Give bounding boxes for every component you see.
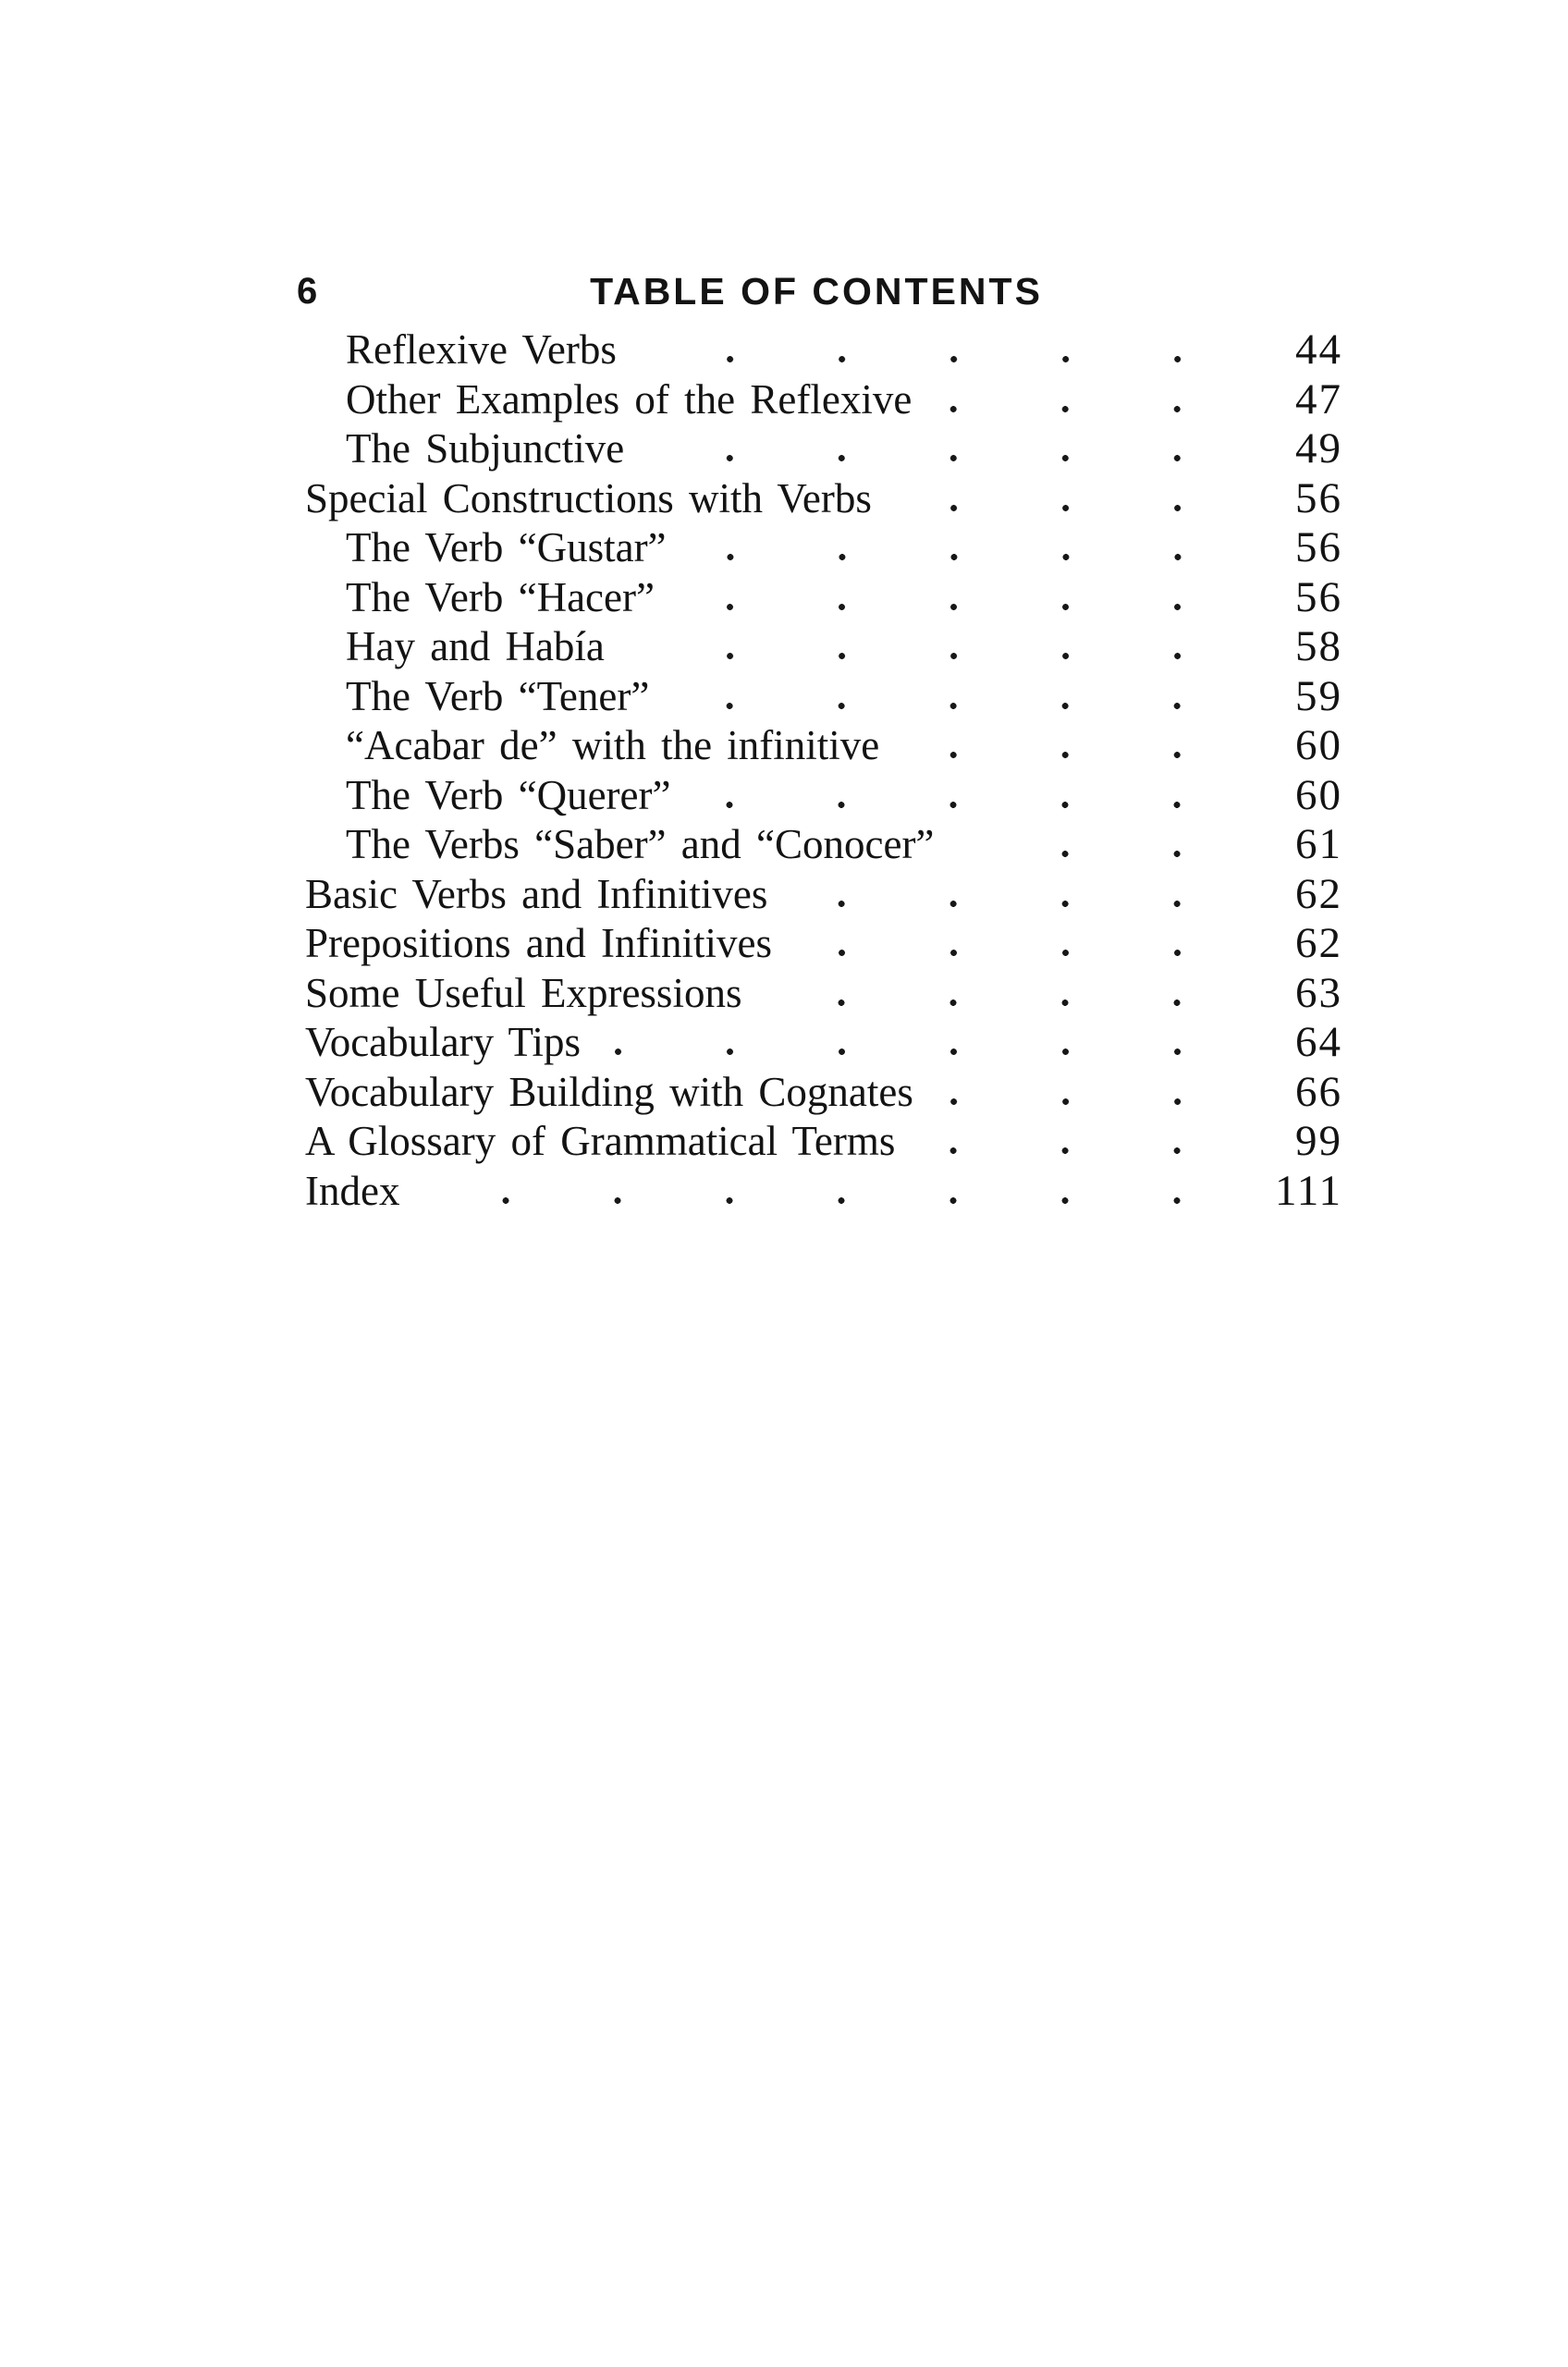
toc-row: A Glossary of Grammatical Terms 99 bbox=[305, 1117, 1342, 1167]
toc-entry-page: 111 bbox=[1274, 1166, 1342, 1215]
toc-row: Prepositions and Infinitives 62 bbox=[305, 919, 1342, 969]
dot-leader bbox=[631, 652, 1233, 660]
toc-entry-title: The Verb “Hacer” bbox=[346, 573, 655, 620]
toc-entry-page: 47 bbox=[1295, 374, 1342, 423]
toc-entry-page: 63 bbox=[1295, 968, 1342, 1017]
toc-entry-title: Hay and Había bbox=[346, 623, 605, 669]
dot-leader bbox=[899, 503, 1233, 512]
dot-leader bbox=[698, 800, 1233, 809]
toc-row: The Verbs “Saber” and “Conocer” 61 bbox=[305, 820, 1342, 870]
dot-leader bbox=[940, 1097, 1233, 1106]
toc-entry-title: Prepositions and Infinitives bbox=[305, 920, 772, 966]
dot-leader bbox=[907, 751, 1233, 759]
toc-entry-title: Some Useful Expressions bbox=[305, 969, 742, 1016]
dot-leader bbox=[643, 355, 1233, 363]
toc-entry-title: Vocabulary Tips bbox=[305, 1019, 581, 1065]
toc-entry-page: 60 bbox=[1295, 770, 1342, 819]
dot-leader bbox=[427, 1196, 1233, 1205]
table-of-contents: Reflexive Verbs 44 Other Examples of the… bbox=[305, 325, 1342, 1216]
toc-row: The Verb “Tener” 59 bbox=[305, 672, 1342, 722]
toc-entry-page: 62 bbox=[1295, 919, 1342, 967]
toc-row: Vocabulary Building with Cognates 66 bbox=[305, 1068, 1342, 1118]
toc-entry-page: 56 bbox=[1295, 572, 1342, 621]
toc-entry-title: The Verb “Tener” bbox=[346, 672, 650, 719]
dot-leader bbox=[693, 553, 1233, 561]
toc-row: “Acabar de” with the infinitive 60 bbox=[305, 721, 1342, 771]
toc-entry-page: 99 bbox=[1295, 1117, 1342, 1165]
toc-entry-page: 58 bbox=[1295, 622, 1342, 670]
toc-row: Hay and Había 58 bbox=[305, 622, 1342, 672]
toc-row: Basic Verbs and Infinitives 62 bbox=[305, 870, 1342, 920]
toc-row: The Verb “Hacer” 56 bbox=[305, 573, 1342, 623]
toc-entry-page: 56 bbox=[1295, 473, 1342, 522]
toc-row: Index 111 bbox=[305, 1167, 1342, 1217]
toc-entry-title: Other Examples of the Reflexive bbox=[346, 375, 913, 423]
dot-leader bbox=[962, 850, 1233, 858]
toc-entry-title: Basic Verbs and Infinitives bbox=[305, 870, 768, 917]
dot-leader bbox=[799, 949, 1233, 957]
toc-entry-page: 60 bbox=[1295, 721, 1342, 769]
toc-row: The Verb “Querer” 60 bbox=[305, 771, 1342, 821]
page-header: 6 TABLE OF CONTENTS bbox=[0, 271, 1568, 317]
toc-row: Vocabulary Tips 64 bbox=[305, 1018, 1342, 1068]
toc-entry-title: Vocabulary Building with Cognates bbox=[305, 1068, 913, 1115]
dot-leader bbox=[939, 404, 1233, 413]
toc-entry-page: 59 bbox=[1295, 671, 1342, 720]
toc-row: The Verb “Gustar” 56 bbox=[305, 523, 1342, 573]
toc-entry-page: 44 bbox=[1295, 325, 1342, 374]
toc-row: Other Examples of the Reflexive 47 bbox=[305, 375, 1342, 425]
toc-entry-page: 62 bbox=[1295, 869, 1342, 918]
toc-entry-title: The Verbs “Saber” and “Conocer” bbox=[346, 821, 935, 867]
toc-entry-title: The Subjunctive bbox=[346, 425, 625, 472]
toc-entry-title: The Verb “Gustar” bbox=[346, 524, 667, 570]
dot-leader bbox=[652, 454, 1233, 462]
toc-entry-page: 61 bbox=[1295, 820, 1342, 868]
dot-leader bbox=[677, 701, 1233, 710]
dot-leader bbox=[769, 998, 1233, 1007]
toc-entry-page: 49 bbox=[1295, 424, 1342, 472]
toc-entry-title: Index bbox=[305, 1167, 400, 1214]
toc-entry-page: 64 bbox=[1295, 1018, 1342, 1066]
toc-row: Reflexive Verbs 44 bbox=[305, 325, 1342, 375]
toc-entry-page: 66 bbox=[1295, 1067, 1342, 1116]
toc-entry-page: 56 bbox=[1295, 523, 1342, 571]
page-title: TABLE OF CONTENTS bbox=[590, 270, 1043, 313]
toc-entry-title: Special Constructions with Verbs bbox=[305, 474, 872, 521]
dot-leader bbox=[607, 1048, 1233, 1056]
toc-row: Special Constructions with Verbs 56 bbox=[305, 474, 1342, 524]
dot-leader bbox=[795, 899, 1233, 908]
folio-number: 6 bbox=[297, 271, 319, 312]
dot-leader bbox=[681, 602, 1233, 611]
toc-row: The Subjunctive 49 bbox=[305, 424, 1342, 474]
toc-entry-title: A Glossary of Grammatical Terms bbox=[305, 1118, 896, 1164]
dot-leader bbox=[923, 1147, 1233, 1155]
toc-entry-title: “Acabar de” with the infinitive bbox=[346, 722, 880, 768]
toc-entry-title: Reflexive Verbs bbox=[346, 326, 617, 373]
toc-row: Some Useful Expressions 63 bbox=[305, 969, 1342, 1019]
toc-entry-title: The Verb “Querer” bbox=[346, 771, 671, 818]
